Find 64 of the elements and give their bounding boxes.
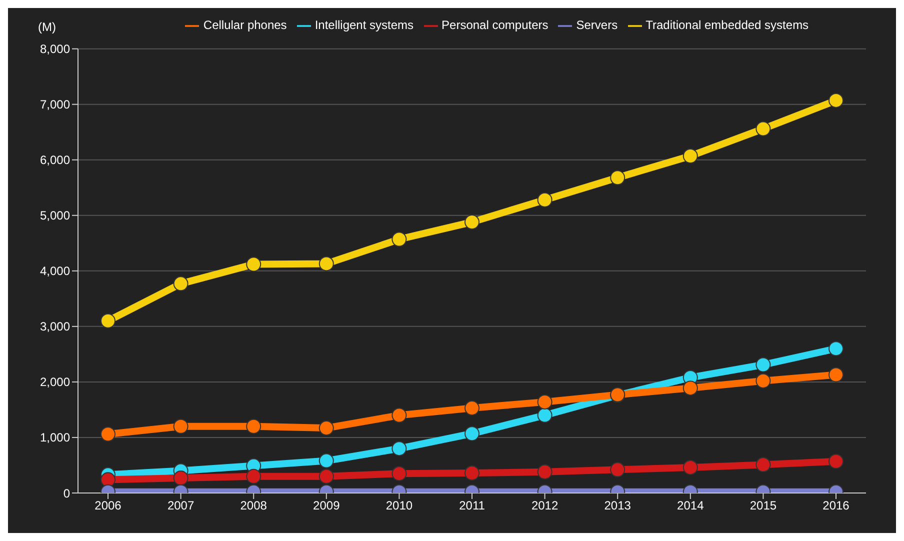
point [537, 192, 552, 208]
point [828, 92, 844, 108]
legend-label: Personal computers [442, 18, 548, 32]
x-tick-label: 2007 [167, 498, 194, 513]
point [756, 357, 771, 372]
y-tick-label: 3,000 [40, 320, 70, 334]
point [246, 256, 262, 272]
point [756, 457, 771, 472]
point [173, 276, 188, 292]
point [537, 394, 552, 410]
legend-label: Traditional embedded systems [646, 18, 809, 32]
point [392, 441, 407, 456]
point [392, 466, 407, 482]
point [318, 468, 334, 484]
point [610, 462, 626, 478]
legend-label: Intelligent systems [314, 18, 414, 32]
point [828, 367, 844, 382]
point [828, 341, 844, 356]
point [100, 313, 116, 328]
point [100, 472, 116, 488]
x-tick-label: 2013 [604, 498, 632, 513]
y-tick-label: 5,000 [40, 208, 70, 223]
point [756, 373, 771, 388]
point [682, 380, 698, 396]
x-tick-label: 2011 [459, 498, 486, 513]
legend-label: Servers [576, 18, 618, 32]
x-tick-label: 2015 [750, 498, 777, 513]
legend-label: Cellular phones [203, 18, 287, 32]
x-tick-label: 2010 [386, 498, 413, 513]
point [173, 470, 188, 486]
point [318, 256, 334, 272]
point [392, 232, 407, 247]
point [610, 170, 626, 186]
point [682, 148, 698, 164]
point [682, 460, 698, 475]
point [537, 464, 552, 480]
y-axis-title: (M) [38, 20, 56, 34]
y-tick-label: 1,000 [40, 430, 70, 445]
y-tick-label: 7,000 [40, 98, 70, 112]
point [100, 426, 116, 442]
point [318, 453, 334, 468]
point [246, 468, 262, 484]
y-tick-label: 8,000 [40, 42, 70, 56]
point [464, 466, 480, 481]
x-tick-label: 2008 [240, 498, 268, 513]
point [537, 408, 552, 423]
point [464, 214, 480, 230]
y-tick-label: 0 [63, 486, 70, 500]
x-tick-label: 2014 [677, 498, 704, 513]
point [318, 420, 334, 436]
point [756, 121, 771, 136]
point [173, 418, 188, 434]
x-tick-label: 2006 [94, 498, 122, 513]
y-tick-label: 6,000 [40, 153, 70, 168]
y-tick-label: 2,000 [40, 375, 70, 390]
point [464, 426, 480, 442]
point [464, 400, 480, 416]
y-tick-label: 4,000 [40, 264, 70, 278]
x-tick-label: 2009 [313, 498, 340, 513]
point [246, 418, 262, 434]
x-tick-label: 2016 [822, 498, 850, 513]
point [828, 454, 844, 469]
x-tick-label: 2012 [531, 498, 558, 513]
point [392, 408, 407, 423]
